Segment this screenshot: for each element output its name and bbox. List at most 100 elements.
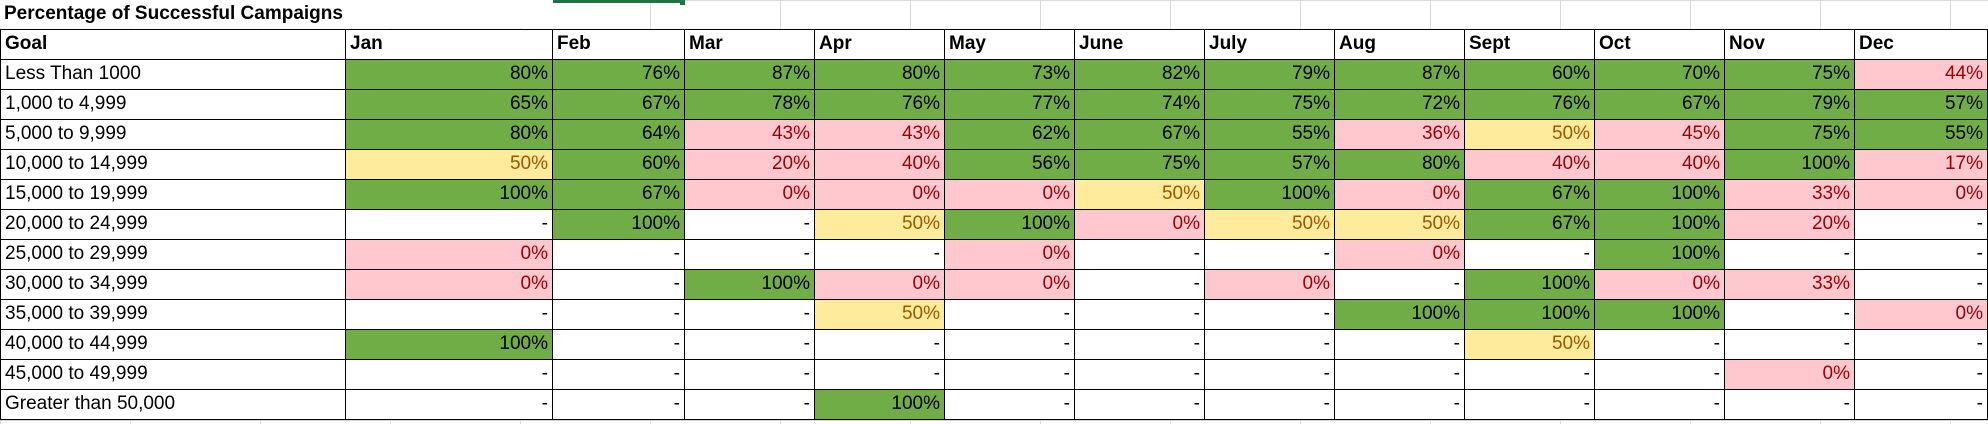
percentage-cell[interactable]: 77% (945, 90, 1075, 120)
percentage-cell[interactable]: - (1855, 270, 1988, 300)
percentage-cell[interactable]: 45% (1595, 120, 1725, 150)
percentage-cell[interactable]: 0% (1855, 300, 1988, 330)
percentage-cell[interactable]: 36% (1335, 120, 1465, 150)
percentage-cell[interactable]: 100% (1205, 180, 1335, 210)
percentage-cell[interactable]: 0% (815, 270, 945, 300)
percentage-cell[interactable]: 50% (346, 150, 553, 180)
percentage-cell[interactable]: 75% (1725, 60, 1855, 90)
percentage-cell[interactable]: - (1855, 330, 1988, 360)
percentage-cell[interactable]: 100% (346, 180, 553, 210)
percentage-cell[interactable]: 50% (1465, 120, 1595, 150)
percentage-cell[interactable]: - (346, 210, 553, 240)
percentage-cell[interactable]: 100% (945, 210, 1075, 240)
percentage-cell[interactable]: 0% (346, 270, 553, 300)
percentage-cell[interactable]: 78% (685, 90, 815, 120)
percentage-cell[interactable]: 0% (815, 180, 945, 210)
percentage-cell[interactable]: 100% (1465, 270, 1595, 300)
percentage-cell[interactable]: 50% (1465, 330, 1595, 360)
percentage-cell[interactable]: 80% (346, 120, 553, 150)
percentage-cell[interactable]: 44% (1855, 60, 1988, 90)
percentage-cell[interactable]: 0% (945, 240, 1075, 270)
percentage-cell[interactable]: 50% (1335, 210, 1465, 240)
percentage-cell[interactable]: 82% (1075, 60, 1205, 90)
percentage-cell[interactable]: 70% (1595, 60, 1725, 90)
percentage-cell[interactable]: 20% (1725, 210, 1855, 240)
percentage-cell[interactable]: - (685, 210, 815, 240)
percentage-cell[interactable]: - (1595, 360, 1725, 390)
column-header-month[interactable]: Mar (685, 30, 815, 60)
percentage-cell[interactable]: - (815, 240, 945, 270)
percentage-cell[interactable]: - (1595, 330, 1725, 360)
percentage-cell[interactable]: - (1205, 360, 1335, 390)
percentage-cell[interactable]: - (1075, 390, 1205, 420)
percentage-cell[interactable]: - (945, 390, 1075, 420)
percentage-cell[interactable]: 87% (685, 60, 815, 90)
percentage-cell[interactable]: - (1205, 330, 1335, 360)
percentage-cell[interactable]: 50% (815, 210, 945, 240)
column-header-month[interactable]: Aug (1335, 30, 1465, 60)
percentage-cell[interactable]: 0% (1335, 180, 1465, 210)
percentage-cell[interactable]: 100% (1595, 240, 1725, 270)
percentage-cell[interactable]: - (1075, 330, 1205, 360)
percentage-cell[interactable]: 0% (346, 240, 553, 270)
percentage-cell[interactable]: 55% (1855, 120, 1988, 150)
percentage-cell[interactable]: 100% (553, 210, 685, 240)
column-header-month[interactable]: June (1075, 30, 1205, 60)
table-title[interactable]: Percentage of Successful Campaigns (0, 0, 553, 28)
percentage-cell[interactable]: - (1465, 240, 1595, 270)
percentage-cell[interactable]: 100% (1595, 210, 1725, 240)
column-header-month[interactable]: Sept (1465, 30, 1595, 60)
percentage-cell[interactable]: - (685, 360, 815, 390)
row-label[interactable]: 40,000 to 44,999 (0, 330, 346, 360)
percentage-cell[interactable]: - (553, 240, 685, 270)
percentage-cell[interactable]: - (1205, 390, 1335, 420)
percentage-cell[interactable]: 60% (553, 150, 685, 180)
percentage-cell[interactable]: 80% (1335, 150, 1465, 180)
percentage-cell[interactable]: 100% (815, 390, 945, 420)
percentage-cell[interactable]: - (815, 330, 945, 360)
percentage-cell[interactable]: - (1335, 270, 1465, 300)
percentage-cell[interactable]: 62% (945, 120, 1075, 150)
percentage-cell[interactable]: - (553, 360, 685, 390)
percentage-cell[interactable]: 57% (1855, 90, 1988, 120)
column-header-month[interactable]: Feb (553, 30, 685, 60)
row-label[interactable]: 30,000 to 34,999 (0, 270, 346, 300)
percentage-cell[interactable]: 0% (1595, 270, 1725, 300)
percentage-cell[interactable]: 100% (1595, 180, 1725, 210)
percentage-cell[interactable]: - (1075, 240, 1205, 270)
percentage-cell[interactable]: - (1855, 240, 1988, 270)
percentage-cell[interactable]: 0% (1205, 270, 1335, 300)
column-header-month[interactable]: Oct (1595, 30, 1725, 60)
percentage-cell[interactable]: 67% (1075, 120, 1205, 150)
percentage-cell[interactable]: - (553, 300, 685, 330)
percentage-cell[interactable]: 43% (815, 120, 945, 150)
percentage-cell[interactable]: - (1075, 300, 1205, 330)
percentage-cell[interactable]: 50% (815, 300, 945, 330)
percentage-cell[interactable]: - (1205, 240, 1335, 270)
percentage-cell[interactable]: - (1205, 300, 1335, 330)
percentage-cell[interactable]: 80% (815, 60, 945, 90)
percentage-cell[interactable]: - (553, 390, 685, 420)
percentage-cell[interactable]: - (1855, 360, 1988, 390)
percentage-cell[interactable]: 0% (945, 180, 1075, 210)
percentage-cell[interactable]: - (1725, 240, 1855, 270)
row-label[interactable]: 25,000 to 29,999 (0, 240, 346, 270)
percentage-cell[interactable]: 0% (685, 180, 815, 210)
percentage-cell[interactable]: 80% (346, 60, 553, 90)
percentage-cell[interactable]: 75% (1725, 120, 1855, 150)
percentage-cell[interactable]: - (1725, 390, 1855, 420)
percentage-cell[interactable]: 55% (1205, 120, 1335, 150)
row-label[interactable]: 10,000 to 14,999 (0, 150, 346, 180)
percentage-cell[interactable]: 75% (1075, 150, 1205, 180)
percentage-cell[interactable]: 0% (1075, 210, 1205, 240)
percentage-cell[interactable]: 67% (553, 180, 685, 210)
percentage-cell[interactable]: - (1075, 270, 1205, 300)
row-label[interactable]: 20,000 to 24,999 (0, 210, 346, 240)
percentage-cell[interactable]: - (1725, 300, 1855, 330)
percentage-cell[interactable]: 73% (945, 60, 1075, 90)
percentage-cell[interactable]: - (1855, 210, 1988, 240)
percentage-cell[interactable]: 100% (685, 270, 815, 300)
column-header-month[interactable]: May (945, 30, 1075, 60)
percentage-cell[interactable]: 74% (1075, 90, 1205, 120)
column-header-month[interactable]: Nov (1725, 30, 1855, 60)
